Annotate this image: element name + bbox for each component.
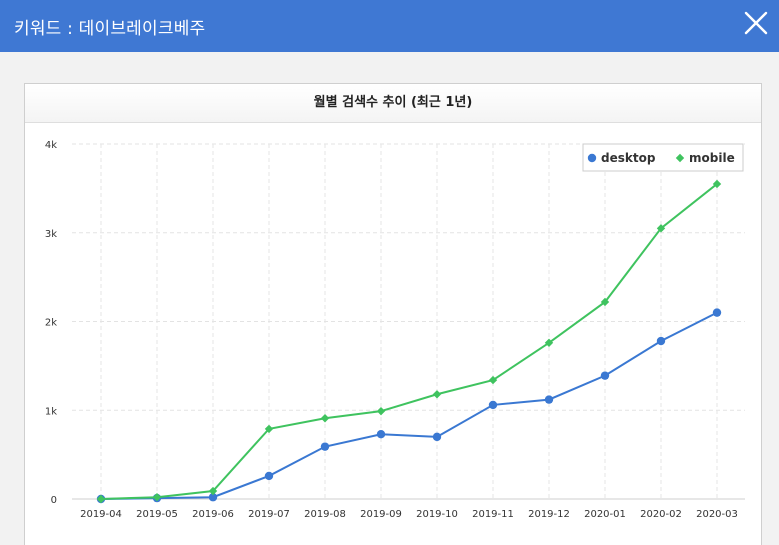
data-point-mobile bbox=[152, 493, 162, 502]
x-tick-label: 2019-11 bbox=[472, 509, 514, 520]
data-point-mobile bbox=[544, 338, 554, 347]
data-point-desktop bbox=[544, 395, 554, 404]
data-point-mobile bbox=[264, 424, 274, 434]
data-point-desktop bbox=[600, 371, 610, 380]
data-point-mobile bbox=[208, 486, 218, 496]
x-tick-label: 2019-08 bbox=[304, 509, 346, 520]
data-point-mobile bbox=[96, 494, 106, 504]
data-point-desktop bbox=[712, 308, 722, 317]
x-tick-label: 2019-06 bbox=[192, 509, 234, 520]
y-tick-label: 3k bbox=[45, 229, 57, 240]
chart-panel-title: 월별 검색수 추이 (최근 1년) bbox=[25, 84, 761, 123]
y-tick-label: 2k bbox=[45, 318, 57, 329]
series-line-mobile bbox=[100, 183, 718, 500]
data-point-mobile bbox=[488, 375, 498, 385]
y-tick-label: 0 bbox=[51, 495, 57, 506]
x-tick-label: 2019-09 bbox=[360, 509, 402, 520]
data-point-desktop bbox=[320, 442, 330, 451]
window-title: 키워드 : 데이브레이크베주 bbox=[14, 19, 206, 39]
x-tick-label: 2019-10 bbox=[416, 509, 458, 520]
data-point-desktop bbox=[208, 493, 218, 502]
data-point-mobile bbox=[656, 224, 666, 233]
x-tick-label: 2020-01 bbox=[584, 509, 626, 520]
window-titlebar: 키워드 : 데이브레이크베주 bbox=[0, 0, 779, 52]
y-tick-label: 4k bbox=[45, 140, 57, 151]
legend-box bbox=[582, 143, 744, 172]
legend-label-desktop: desktop bbox=[601, 151, 656, 165]
legend-label-mobile: mobile bbox=[689, 151, 735, 165]
series-line-desktop bbox=[100, 311, 718, 500]
legend-marker-mobile bbox=[675, 153, 685, 163]
data-point-mobile bbox=[376, 406, 386, 416]
x-tick-label: 2019-12 bbox=[528, 509, 570, 520]
data-point-desktop bbox=[376, 430, 386, 439]
data-point-mobile bbox=[712, 179, 722, 189]
x-tick-label: 2019-04 bbox=[80, 509, 122, 520]
y-tick-label: 1k bbox=[45, 406, 57, 417]
close-button[interactable] bbox=[743, 10, 769, 36]
data-point-mobile bbox=[320, 414, 330, 423]
x-tick-label: 2019-05 bbox=[136, 509, 178, 520]
legend-marker-desktop bbox=[587, 153, 597, 163]
data-point-mobile bbox=[432, 390, 442, 399]
x-tick-label: 2019-07 bbox=[248, 509, 290, 520]
close-icon bbox=[744, 11, 768, 35]
data-point-desktop bbox=[656, 336, 666, 346]
data-point-desktop bbox=[432, 432, 442, 442]
data-point-mobile bbox=[600, 297, 610, 307]
x-tick-label: 2020-03 bbox=[696, 509, 738, 520]
data-point-desktop bbox=[488, 400, 498, 410]
x-tick-label: 2020-02 bbox=[640, 509, 682, 520]
data-point-desktop bbox=[264, 471, 274, 481]
